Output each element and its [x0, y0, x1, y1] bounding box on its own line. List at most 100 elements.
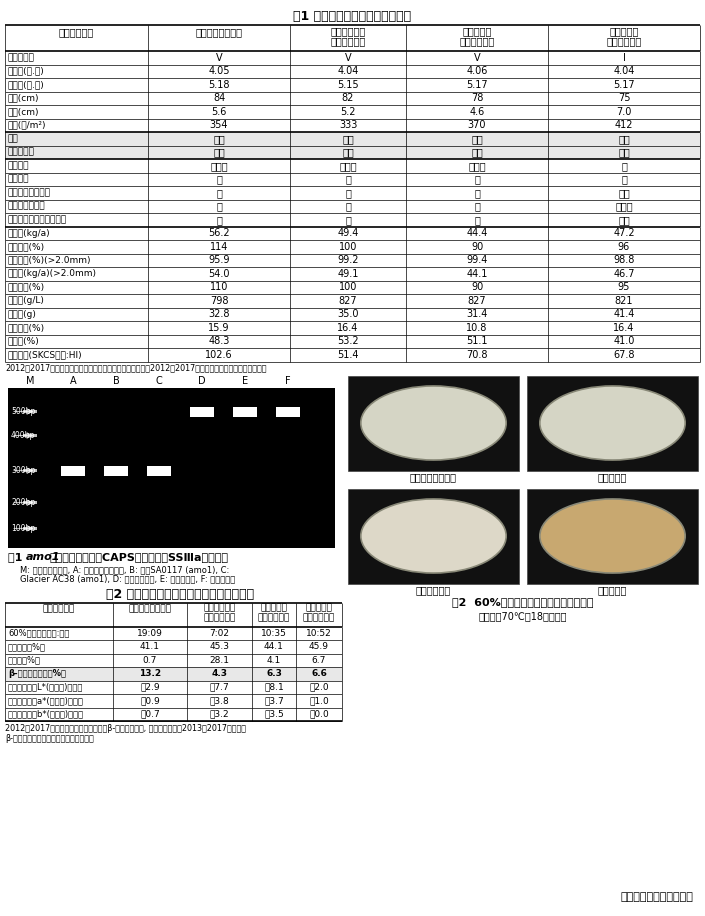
Text: F: F — [286, 376, 291, 386]
Text: イチバンボシ: イチバンボシ — [416, 585, 451, 595]
Text: ＋1.0: ＋1.0 — [309, 696, 329, 705]
Text: 35.0: 35.0 — [337, 310, 359, 320]
Text: フクミファイバー: フクミファイバー — [410, 473, 457, 483]
Text: 表2 「フクミファイバー」の精麦品質特性: 表2 「フクミファイバー」の精麦品質特性 — [106, 588, 254, 602]
Text: 容積重(g/L): 容積重(g/L) — [8, 296, 45, 305]
Text: 75: 75 — [618, 93, 630, 104]
Bar — [23, 501, 37, 504]
Bar — [190, 407, 214, 417]
Text: 六条: 六条 — [471, 134, 483, 144]
Text: 49.4: 49.4 — [337, 228, 359, 238]
Text: 稈長(cm): 稈長(cm) — [8, 93, 39, 103]
Text: 耐倒伏性: 耐倒伏性 — [8, 161, 30, 170]
Text: 100: 100 — [339, 242, 357, 252]
Text: M: サイズマーカー, A: フクミファイバー, B: 仙系SA0117 (amo1), C:: M: サイズマーカー, A: フクミファイバー, B: 仙系SA0117 (am… — [20, 565, 229, 574]
Text: 7:02: 7:02 — [209, 628, 230, 638]
Text: やや強: やや強 — [615, 202, 633, 212]
Text: ダイシモチ: ダイシモチ — [462, 26, 491, 36]
Text: 98.8: 98.8 — [613, 256, 634, 266]
Text: 4.04: 4.04 — [613, 66, 634, 76]
Text: 15.9: 15.9 — [208, 322, 230, 333]
Text: キラリモチ: キラリモチ — [609, 26, 639, 36]
Text: （比較品種）: （比較品種） — [303, 614, 335, 623]
Text: B: B — [113, 376, 119, 386]
Text: やや強: やや強 — [210, 160, 228, 170]
Text: 4.3: 4.3 — [212, 670, 228, 678]
Text: 強: 強 — [621, 160, 627, 170]
Ellipse shape — [361, 499, 506, 573]
Text: D: D — [198, 376, 206, 386]
Text: 穀粒硬度(SKCS硬度:HI): 穀粒硬度(SKCS硬度:HI) — [8, 350, 82, 359]
Text: －8.1: －8.1 — [264, 682, 284, 692]
Text: フクミファイバー: フクミファイバー — [195, 27, 243, 37]
Text: 糯性: 糯性 — [213, 147, 225, 158]
Text: 70.8: 70.8 — [466, 350, 488, 360]
Text: ＋0.9: ＋0.9 — [140, 696, 160, 705]
Text: ダイシモチ: ダイシモチ — [261, 604, 288, 613]
Text: 5.18: 5.18 — [208, 80, 230, 90]
Text: 49.1: 49.1 — [337, 268, 359, 278]
Text: 10:35: 10:35 — [261, 628, 287, 638]
Text: 16.4: 16.4 — [613, 322, 634, 333]
Text: 炊飯麦精白後a*(赤色み)の変化: 炊飯麦精白後a*(赤色み)の変化 — [8, 696, 84, 705]
Text: 2012～2017年度ドリル播き標肥栽培成績（病害・諸障害は2012～2017年度の特性検定試験成績）による: 2012～2017年度ドリル播き標肥栽培成績（病害・諸障害は2012～2017年… — [5, 364, 266, 373]
Text: 90: 90 — [471, 282, 483, 292]
Text: 穂数(本/m²): 穂数(本/m²) — [8, 121, 47, 130]
Bar — [348, 376, 519, 471]
Text: （比較品種）: （比較品種） — [258, 614, 290, 623]
Text: 827: 827 — [338, 296, 357, 306]
Text: 4.6: 4.6 — [470, 107, 484, 116]
Text: －0.7: －0.7 — [140, 710, 160, 719]
Text: 極強: 極強 — [618, 188, 630, 198]
Text: 強: 強 — [216, 214, 222, 224]
Text: 整粒歩合(%)(>2.0mm): 整粒歩合(%)(>2.0mm) — [8, 256, 92, 265]
Text: 67.8: 67.8 — [613, 350, 634, 360]
Text: 六条: 六条 — [342, 134, 354, 144]
Text: 原麦白度(%): 原麦白度(%) — [8, 323, 45, 333]
Text: フクミファイバー: フクミファイバー — [128, 605, 171, 614]
Bar — [147, 465, 171, 475]
Bar — [8, 387, 335, 548]
Text: －7.7: －7.7 — [209, 682, 229, 692]
Text: やや強: やや強 — [339, 160, 357, 170]
Text: 31.4: 31.4 — [466, 310, 488, 320]
Text: 5.15: 5.15 — [337, 80, 359, 90]
Text: β-グルカン含量は乾燥重量あたりの値。: β-グルカン含量は乾燥重量あたりの値。 — [5, 734, 94, 743]
Text: 333: 333 — [339, 120, 357, 130]
Text: 遺伝子に連鎖するCAPSマーカー（SSⅢa）の多型: 遺伝子に連鎖するCAPSマーカー（SSⅢa）の多型 — [50, 552, 229, 562]
Text: 19:09: 19:09 — [137, 628, 163, 638]
Text: 出穂期(月.日): 出穂期(月.日) — [8, 67, 44, 76]
Text: β-グルカン含量（%）: β-グルカン含量（%） — [8, 670, 66, 678]
Text: 4.05: 4.05 — [208, 66, 230, 76]
Text: 95.9: 95.9 — [208, 256, 230, 266]
Bar — [5, 146, 700, 159]
Text: 200bp: 200bp — [11, 498, 35, 507]
Text: 7.0: 7.0 — [616, 107, 632, 116]
Text: Glacier AC38 (amo1), D: イチバンボシ, E: ダイシモチ, F: キラリモチ: Glacier AC38 (amo1), D: イチバンボシ, E: ダイシモチ… — [20, 574, 235, 583]
Text: 100bp: 100bp — [11, 524, 35, 533]
Text: 44.1: 44.1 — [264, 642, 284, 651]
Text: 対標率比(%): 対標率比(%) — [8, 242, 45, 251]
Text: 難: 難 — [474, 174, 480, 184]
Text: 対標率比(%): 対標率比(%) — [8, 283, 45, 292]
Text: 370: 370 — [467, 120, 486, 130]
Text: 10.8: 10.8 — [466, 322, 488, 333]
Text: 100: 100 — [339, 282, 357, 292]
Text: 中: 中 — [474, 202, 480, 212]
Text: amo1: amo1 — [26, 552, 61, 562]
Text: V: V — [345, 53, 351, 63]
Text: （標準品種）: （標準品種） — [203, 614, 235, 623]
Text: ＋3.2: ＋3.2 — [209, 710, 229, 719]
Text: 110: 110 — [210, 282, 228, 292]
Text: キラリモチ: キラリモチ — [305, 604, 333, 613]
Text: 糯性: 糯性 — [618, 147, 630, 158]
Text: 穂長(cm): 穂長(cm) — [8, 107, 39, 116]
Bar — [5, 132, 700, 146]
Text: 400bp: 400bp — [11, 431, 35, 440]
Bar — [23, 410, 37, 413]
Bar — [348, 488, 519, 583]
Text: 条性: 条性 — [8, 135, 19, 143]
Text: イチバンボシ: イチバンボシ — [331, 26, 366, 36]
Text: V: V — [474, 53, 480, 63]
Bar — [5, 667, 342, 681]
